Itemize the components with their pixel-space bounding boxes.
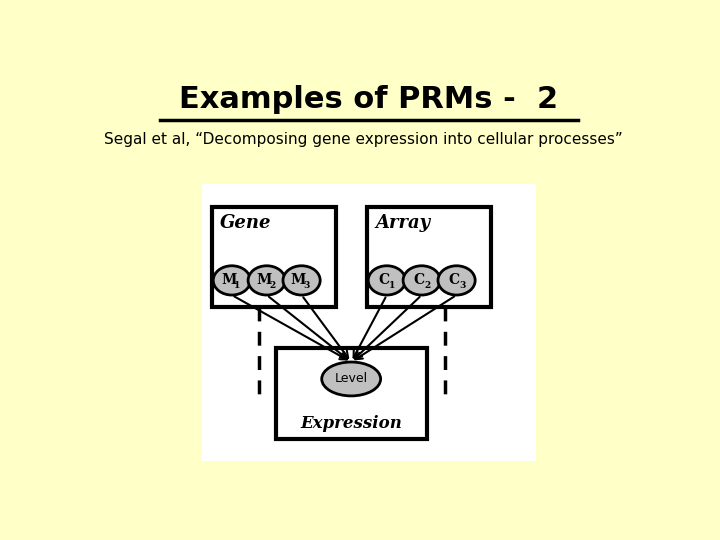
Text: 3: 3 [459, 280, 465, 289]
Text: C: C [378, 273, 390, 287]
Text: Segal et al, “Decomposing gene expression into cellular processes”: Segal et al, “Decomposing gene expressio… [104, 132, 623, 147]
Text: 2: 2 [269, 280, 275, 289]
Bar [212, 207, 336, 307]
Text: Array: Array [375, 214, 431, 232]
Text: C: C [448, 273, 459, 287]
Text: 3: 3 [304, 280, 310, 289]
Text: 1: 1 [234, 280, 240, 289]
Ellipse shape [438, 266, 475, 295]
Text: C: C [413, 273, 424, 287]
Text: Expression: Expression [301, 415, 402, 432]
Text: Gene: Gene [220, 214, 271, 232]
Ellipse shape [248, 266, 285, 295]
Ellipse shape [322, 362, 381, 396]
Bar [367, 207, 492, 307]
Ellipse shape [403, 266, 441, 295]
Text: 1: 1 [389, 280, 395, 289]
Text: M: M [221, 273, 236, 287]
Ellipse shape [213, 266, 251, 295]
Text: 2: 2 [424, 280, 431, 289]
Ellipse shape [368, 266, 405, 295]
Bar [202, 184, 536, 461]
Ellipse shape [283, 266, 320, 295]
Text: Examples of PRMs -  2: Examples of PRMs - 2 [179, 85, 559, 114]
Text: M: M [291, 273, 306, 287]
Text: M: M [256, 273, 271, 287]
Text: Level: Level [335, 373, 368, 386]
Bar [276, 348, 427, 439]
